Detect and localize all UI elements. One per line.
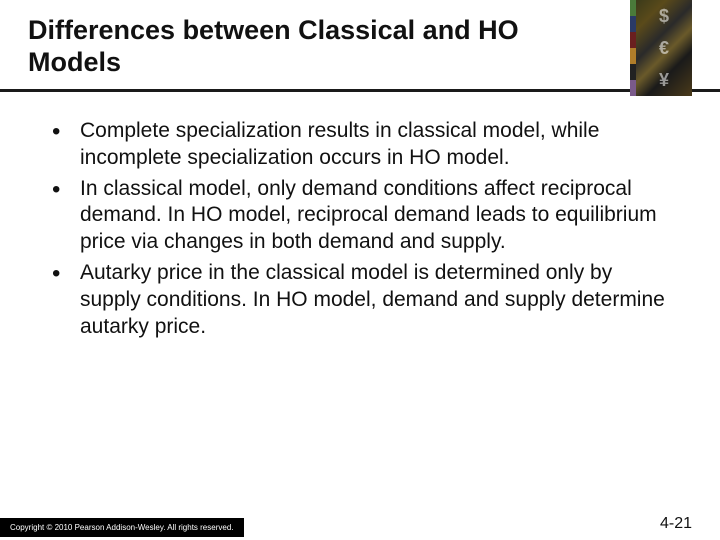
slide-title: Differences between Classical and HO Mod…: [28, 14, 588, 79]
bullet-item: Autarky price in the classical model is …: [52, 260, 668, 341]
currency-symbol: ¥: [659, 71, 669, 89]
bullet-item: In classical model, only demand conditio…: [52, 176, 668, 257]
slide-body: Complete specialization results in class…: [0, 92, 720, 540]
copyright-text: Copyright © 2010 Pearson Addison-Wesley.…: [0, 518, 244, 537]
currency-symbol: $: [659, 7, 669, 25]
page-number: 4-21: [660, 515, 720, 539]
slide: Differences between Classical and HO Mod…: [0, 0, 720, 540]
currency-symbol: €: [659, 39, 669, 57]
bullet-list: Complete specialization results in class…: [52, 118, 668, 341]
bullet-item: Complete specialization results in class…: [52, 118, 668, 172]
publisher-logo: $ € ¥: [630, 0, 692, 96]
slide-footer: Copyright © 2010 Pearson Addison-Wesley.…: [0, 514, 720, 540]
slide-header: Differences between Classical and HO Mod…: [0, 0, 720, 92]
logo-currency-art: $ € ¥: [636, 0, 692, 96]
